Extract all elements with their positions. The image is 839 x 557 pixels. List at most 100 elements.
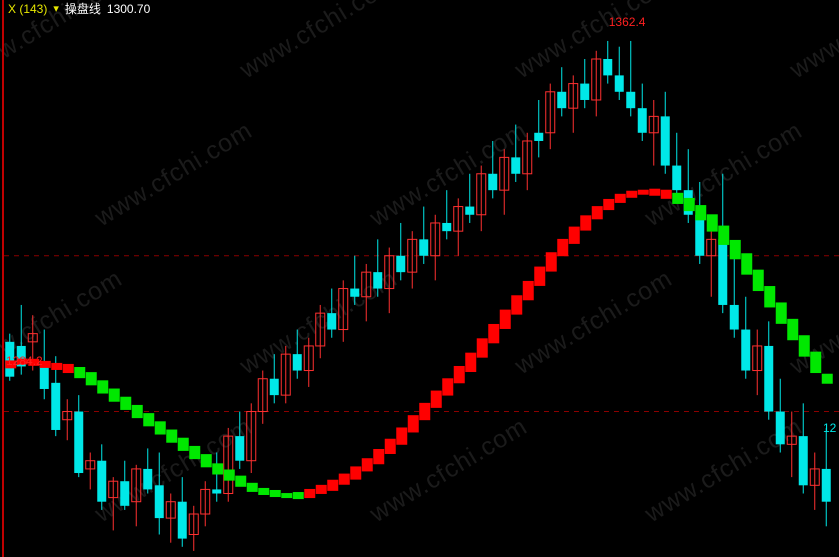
candle-body xyxy=(465,206,475,215)
candle[interactable] xyxy=(557,67,567,117)
candle-body xyxy=(303,345,314,372)
indicator-block xyxy=(660,189,672,199)
candle[interactable] xyxy=(453,198,464,256)
candle[interactable] xyxy=(74,395,84,478)
candle[interactable] xyxy=(430,214,441,281)
candle[interactable] xyxy=(672,132,682,199)
candle[interactable] xyxy=(361,263,372,322)
candle[interactable] xyxy=(177,477,187,547)
candle[interactable] xyxy=(706,222,717,297)
indicator-name-label: 操盘线 xyxy=(64,2,101,16)
candle[interactable] xyxy=(626,40,636,117)
chevron-down-icon[interactable]: ▾ xyxy=(53,3,59,15)
indicator-block xyxy=(729,239,741,260)
indicator-block xyxy=(718,225,730,245)
indicator-block xyxy=(626,190,638,198)
candle[interactable] xyxy=(131,464,142,527)
candle[interactable] xyxy=(419,206,429,264)
candle[interactable] xyxy=(235,411,245,469)
candle[interactable] xyxy=(809,452,820,510)
candle-body xyxy=(120,481,130,506)
indicator-block xyxy=(545,252,557,272)
candle[interactable] xyxy=(384,247,395,314)
candle[interactable] xyxy=(729,247,739,338)
candle[interactable] xyxy=(407,231,418,289)
candle[interactable] xyxy=(85,452,96,490)
indicator-block xyxy=(649,188,661,196)
candle[interactable] xyxy=(396,222,406,281)
candle[interactable] xyxy=(683,149,693,223)
candle-body xyxy=(131,468,142,503)
candle[interactable] xyxy=(327,288,337,338)
indicator-block xyxy=(292,492,304,500)
candle[interactable] xyxy=(442,190,452,240)
candle[interactable] xyxy=(465,173,475,223)
candle[interactable] xyxy=(350,255,360,305)
candle[interactable] xyxy=(246,403,257,474)
indicator-block xyxy=(614,193,626,203)
indicator-block xyxy=(396,427,408,445)
indicator-block xyxy=(143,413,155,427)
candle-body xyxy=(648,115,659,134)
candle[interactable] xyxy=(257,370,268,424)
candle-body xyxy=(718,239,728,305)
candle[interactable] xyxy=(580,58,590,109)
candle[interactable] xyxy=(165,493,176,543)
indicator-block xyxy=(212,463,224,475)
candle[interactable] xyxy=(511,124,521,182)
candle-body xyxy=(798,436,808,486)
candle[interactable] xyxy=(499,149,510,215)
candle[interactable] xyxy=(591,50,602,117)
candle-body xyxy=(786,435,797,445)
candle-body xyxy=(16,345,26,367)
candle-series[interactable] xyxy=(5,40,831,551)
period-label[interactable]: X (143) xyxy=(8,2,48,16)
candle[interactable] xyxy=(303,337,314,387)
candle[interactable] xyxy=(188,505,199,551)
indicator-block xyxy=(166,429,178,443)
candle[interactable] xyxy=(786,411,797,478)
indicator-series[interactable] xyxy=(5,188,833,500)
candle[interactable] xyxy=(568,75,579,133)
candle[interactable] xyxy=(821,427,831,527)
candle[interactable] xyxy=(522,132,533,191)
candle[interactable] xyxy=(280,345,291,404)
candle[interactable] xyxy=(648,99,659,166)
candle[interactable] xyxy=(269,354,279,404)
candle[interactable] xyxy=(62,399,73,441)
candle[interactable] xyxy=(695,181,705,264)
candle[interactable] xyxy=(476,165,487,232)
candle[interactable] xyxy=(752,329,763,396)
candle[interactable] xyxy=(5,333,15,381)
candle[interactable] xyxy=(534,99,544,158)
indicator-block xyxy=(361,458,373,472)
candle-body xyxy=(338,288,349,331)
candle-body xyxy=(775,411,785,445)
candle[interactable] xyxy=(637,83,647,141)
candle[interactable] xyxy=(603,40,613,84)
candle[interactable] xyxy=(373,239,383,297)
candle[interactable] xyxy=(120,460,130,510)
candle[interactable] xyxy=(798,403,808,494)
candle[interactable] xyxy=(108,477,119,531)
candle[interactable] xyxy=(764,321,774,420)
candle[interactable] xyxy=(614,46,624,100)
candle[interactable] xyxy=(488,140,498,199)
candle[interactable] xyxy=(292,329,302,379)
candle[interactable] xyxy=(200,481,211,527)
indicator-block xyxy=(557,238,569,257)
candle[interactable] xyxy=(212,452,222,502)
candle[interactable] xyxy=(143,448,153,494)
indicator-block xyxy=(419,402,431,421)
candle[interactable] xyxy=(660,91,670,174)
candle[interactable] xyxy=(97,444,107,510)
candle[interactable] xyxy=(741,296,751,379)
candle[interactable] xyxy=(154,452,164,535)
candle[interactable] xyxy=(775,378,785,453)
candle[interactable] xyxy=(223,427,234,502)
candle[interactable] xyxy=(545,83,556,150)
candle[interactable] xyxy=(338,280,349,342)
candle[interactable] xyxy=(315,304,326,359)
candle-body xyxy=(108,480,119,499)
